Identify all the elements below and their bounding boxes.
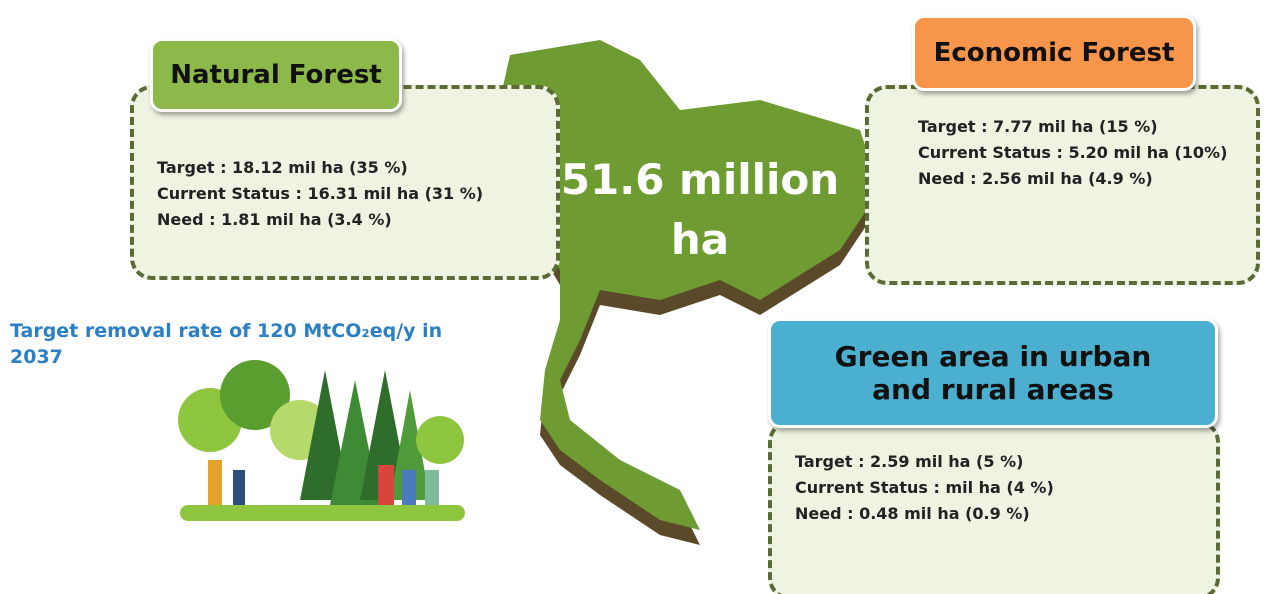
green-area-title: Green area in urban and rural areas (768, 318, 1218, 428)
green-area-line: Current Status : mil ha (4 %) (795, 478, 1054, 497)
natural-forest-line: Target : 18.12 mil ha (35 %) (157, 158, 408, 177)
natural-forest-line: Need : 1.81 mil ha (3.4 %) (157, 210, 392, 229)
economic-forest-title: Economic Forest (912, 15, 1196, 91)
trees (178, 360, 465, 521)
natural-forest-line: Current Status : 16.31 mil ha (31 %) (157, 184, 484, 203)
economic-forest-line: Need : 2.56 mil ha (4.9 %) (918, 169, 1153, 188)
economic-forest-line: Target : 7.77 mil ha (15 %) (918, 117, 1158, 136)
center-label: 51.6 million ha (560, 155, 840, 264)
natural-forest-title: Natural Forest (150, 38, 402, 112)
green-area-line: Target : 2.59 mil ha (5 %) (795, 452, 1024, 471)
target-removal: Target removal rate of 120 MtCO₂eq/y in … (10, 320, 443, 368)
economic-forest-line: Current Status : 5.20 mil ha (10%) (918, 143, 1228, 162)
green-area-line: Need : 0.48 mil ha (0.9 %) (795, 504, 1030, 523)
natural-forest-box (130, 85, 560, 280)
map (500, 40, 880, 545)
